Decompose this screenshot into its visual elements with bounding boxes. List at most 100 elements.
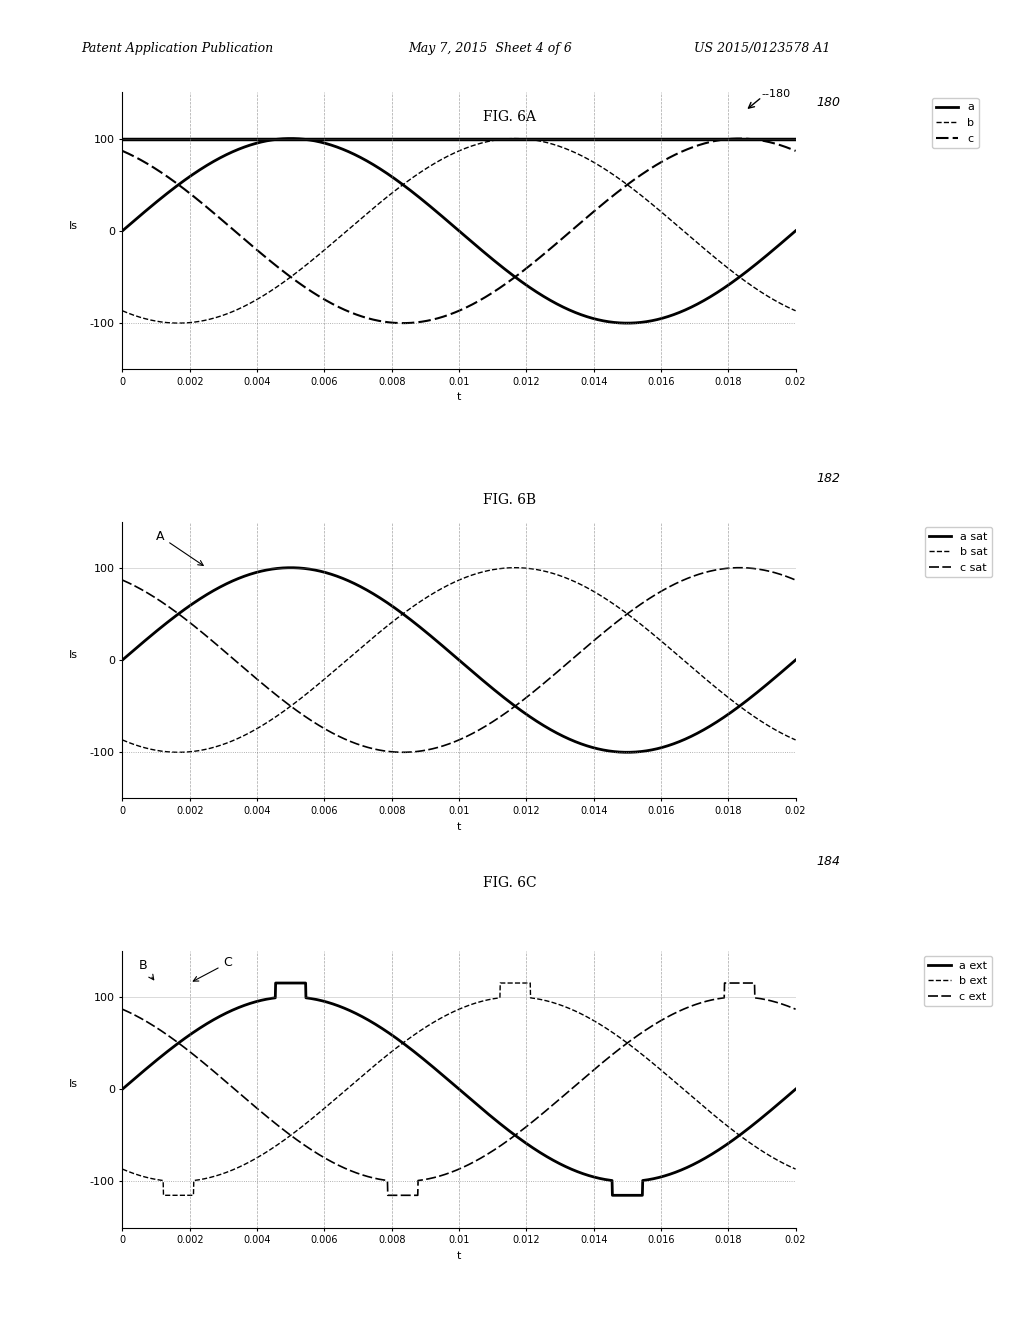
Text: FIG. 6C: FIG. 6C (483, 876, 536, 890)
Text: May 7, 2015  Sheet 4 of 6: May 7, 2015 Sheet 4 of 6 (408, 42, 572, 55)
c (646, 160, 658, 176)
a sat (284, 560, 297, 576)
Text: C: C (193, 957, 232, 981)
c sat (733, 560, 745, 576)
Text: --180: --180 (761, 88, 791, 99)
a ext (426, 1059, 438, 1074)
c (789, 143, 801, 158)
b (151, 313, 163, 329)
Text: B: B (139, 960, 154, 979)
Line: b: b (122, 139, 795, 323)
c (769, 136, 782, 152)
a (769, 239, 782, 255)
a sat (443, 644, 455, 660)
b ext (493, 975, 505, 991)
c sat (151, 591, 163, 607)
c sat (646, 589, 658, 605)
a ext (769, 1098, 782, 1114)
c (426, 312, 438, 327)
X-axis label: t: t (457, 392, 461, 403)
a sat (151, 623, 163, 639)
b ext (769, 1151, 782, 1167)
b sat (116, 733, 128, 748)
c (116, 143, 128, 158)
b (443, 147, 455, 162)
Line: a ext: a ext (122, 983, 795, 1196)
Text: FIG. 6B: FIG. 6B (483, 494, 536, 507)
a ext (443, 1073, 455, 1089)
c ext (116, 1002, 128, 1018)
c (151, 161, 163, 177)
Y-axis label: Is: Is (68, 649, 77, 660)
Line: c sat: c sat (122, 568, 795, 752)
a sat (426, 630, 438, 645)
Text: A: A (156, 531, 203, 565)
b ext (151, 1172, 163, 1188)
c (733, 131, 745, 147)
Line: c: c (122, 139, 795, 323)
b ext (116, 1162, 128, 1177)
c sat (396, 744, 409, 760)
a ext (605, 1188, 618, 1204)
a (426, 201, 438, 216)
c sat (443, 735, 455, 751)
Text: Patent Application Publication: Patent Application Publication (82, 42, 273, 55)
a sat (769, 668, 782, 684)
b (770, 293, 783, 309)
a sat (116, 652, 128, 668)
a (151, 194, 163, 210)
b sat (508, 560, 521, 576)
a sat (621, 744, 633, 760)
a (621, 315, 633, 331)
b sat (443, 577, 455, 593)
Line: a sat: a sat (122, 568, 795, 752)
c ext (151, 1020, 163, 1036)
b sat (789, 733, 801, 748)
a ext (789, 1081, 801, 1097)
X-axis label: t: t (457, 821, 461, 832)
b sat (770, 722, 783, 738)
b sat (769, 722, 782, 738)
b ext (646, 1056, 658, 1072)
Text: FIG. 6A: FIG. 6A (483, 111, 536, 124)
b sat (172, 744, 184, 760)
a ext (770, 1097, 783, 1113)
Text: US 2015/0123578 A1: US 2015/0123578 A1 (693, 42, 829, 55)
b ext (770, 1152, 783, 1168)
b sat (426, 586, 438, 602)
a (646, 313, 658, 329)
a (116, 223, 128, 239)
a ext (116, 1081, 128, 1097)
c ext (770, 994, 783, 1010)
c (396, 315, 409, 331)
c ext (646, 1018, 658, 1034)
Y-axis label: Is: Is (68, 220, 77, 231)
c sat (116, 572, 128, 587)
b ext (426, 1015, 438, 1031)
c sat (789, 572, 801, 587)
b sat (151, 742, 163, 758)
b ext (789, 1162, 801, 1177)
b (508, 131, 521, 147)
b sat (646, 627, 658, 643)
a (284, 131, 297, 147)
c ext (717, 975, 730, 991)
b (646, 197, 658, 213)
Text: 184: 184 (815, 854, 840, 867)
a sat (770, 668, 783, 684)
Text: 182: 182 (815, 471, 840, 484)
c (443, 306, 455, 322)
b ext (157, 1188, 169, 1204)
a sat (646, 742, 658, 758)
a ext (646, 1171, 658, 1187)
Legend: a sat, b sat, c sat: a sat, b sat, c sat (923, 527, 991, 577)
c ext (769, 994, 782, 1010)
X-axis label: t: t (457, 1251, 461, 1261)
b ext (443, 1006, 455, 1022)
c ext (426, 1170, 438, 1185)
a ext (269, 975, 281, 991)
b (172, 315, 184, 331)
c ext (789, 1002, 801, 1018)
a sat (789, 652, 801, 668)
Line: b sat: b sat (122, 568, 795, 752)
